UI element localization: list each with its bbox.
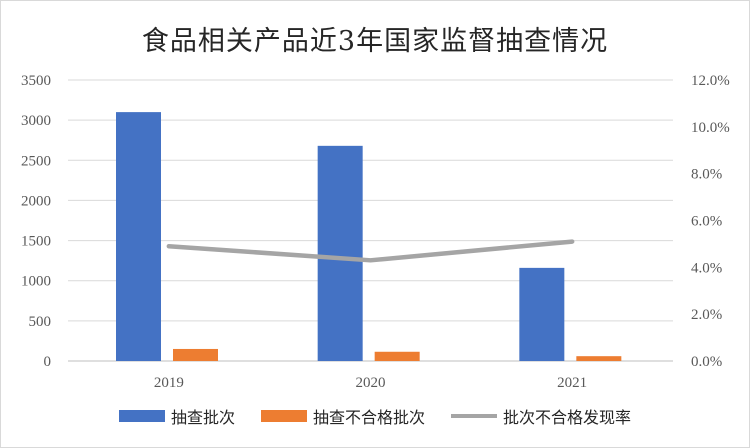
legend-item-failed-batches: 抽查不合格批次 bbox=[260, 404, 425, 428]
y-left-tick-label: 1500 bbox=[21, 234, 51, 250]
y-left-tick-label: 1000 bbox=[21, 274, 51, 290]
bar-inspection-batches bbox=[116, 112, 161, 361]
y-left-tick-label: 3500 bbox=[21, 73, 51, 89]
y-left-tick-label: 500 bbox=[29, 314, 52, 330]
bar-inspection-batches bbox=[317, 145, 363, 361]
y-right-tick-label: 0.0% bbox=[691, 354, 722, 370]
bar-failed-batches bbox=[576, 356, 622, 361]
y-right-tick-label: 12.0% bbox=[691, 73, 730, 89]
x-tick-label: 2020 bbox=[356, 375, 386, 391]
point-failure-rate bbox=[571, 241, 573, 243]
chart-title: 食品相关产品近3年国家监督抽查情况 bbox=[141, 26, 609, 57]
y-right-tick-label: 6.0% bbox=[691, 214, 722, 230]
y-left-tick-label: 2500 bbox=[21, 153, 51, 169]
legend-label-failure-rate: 批次不合格发现率 bbox=[503, 408, 632, 427]
legend-swatch-failed-batches bbox=[260, 410, 307, 422]
bar-failed-batches bbox=[173, 348, 218, 361]
line-failure-rate bbox=[166, 239, 575, 263]
point-failure-rate bbox=[168, 245, 170, 247]
y-left-tick-label: 2000 bbox=[21, 193, 51, 209]
y-right-tick-label: 4.0% bbox=[691, 260, 722, 276]
y-left-tick-label: 0 bbox=[44, 354, 52, 370]
x-tick-label: 2021 bbox=[557, 375, 587, 391]
legend-item-failure-rate: 批次不合格发现率 bbox=[451, 404, 631, 428]
legend-swatch-failure-rate bbox=[451, 414, 497, 418]
x-tick-label: 2019 bbox=[154, 375, 184, 391]
y-right-tick-label: 8.0% bbox=[691, 167, 722, 183]
y-right-tick-label: 2.0% bbox=[691, 307, 722, 323]
bar-failed-batches bbox=[374, 351, 420, 361]
legend-item-inspection-batches: 抽查批次 bbox=[118, 404, 235, 428]
legend-label-failed-batches: 抽查不合格批次 bbox=[312, 408, 425, 427]
point-failure-rate bbox=[370, 259, 371, 261]
chart-plot: 0 500 1000 1500 2000 2500 3000 3500 0.0% 2.0% 4.0%… bbox=[21, 73, 730, 391]
y-right-tick-label: 10.0% bbox=[691, 120, 730, 136]
legend-label-inspection-batches: 抽查批次 bbox=[170, 408, 235, 427]
y-left-tick-label: 3000 bbox=[21, 113, 51, 129]
legend-swatch-inspection-batches bbox=[118, 410, 165, 422]
bar-inspection-batches bbox=[519, 267, 565, 361]
chart-legend: 抽查批次 抽查不合格批次 批次不合格发现率 bbox=[1, 404, 749, 428]
